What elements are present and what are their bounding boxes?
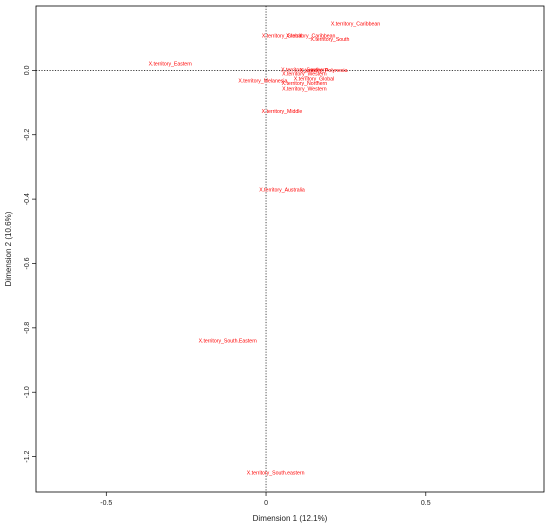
point-label: X.territory_Middle bbox=[262, 109, 303, 115]
x-axis: -0.5 0 0.5 bbox=[100, 492, 431, 507]
point-label: X.territory_Global bbox=[294, 76, 334, 82]
x-tick-label: -0.5 bbox=[100, 500, 112, 507]
point-label: X.territory_Global bbox=[262, 33, 302, 39]
point-label: X.territory_South.eastern bbox=[247, 471, 305, 477]
point-label: X.territory_South.Eastern bbox=[199, 339, 257, 345]
y-tick-label: -0.8 bbox=[24, 322, 31, 334]
y-tick-label: 0.0 bbox=[24, 65, 31, 75]
y-tick-label: -1.0 bbox=[24, 386, 31, 398]
point-labels: X.territory_CaribbeanX.territory_GlobalX… bbox=[149, 21, 381, 476]
point-label: X.territory_Australia bbox=[259, 187, 305, 193]
point-label: X.territory_Caribbean bbox=[331, 21, 380, 27]
x-tick-label: 0.5 bbox=[421, 500, 431, 507]
plot-frame bbox=[35, 5, 545, 493]
y-axis-title: Dimension 2 (10.6%) bbox=[4, 211, 13, 286]
point-label: X.territory_South bbox=[310, 37, 349, 43]
point-label: X.territory_Northern bbox=[282, 81, 328, 87]
y-tick-label: -0.6 bbox=[24, 257, 31, 269]
x-axis-title: Dimension 1 (12.1%) bbox=[253, 514, 328, 523]
point-label: X.territory_Western bbox=[282, 86, 327, 92]
point-label: X.territory_Melanesia bbox=[238, 78, 287, 84]
y-tick-label: -0.2 bbox=[24, 129, 31, 141]
y-axis: 0.0 -0.2 -0.4 -0.6 -0.8 -1.0 -1.2 bbox=[24, 65, 36, 463]
point-label: X.territory_Southern bbox=[281, 68, 328, 74]
point-label: X.territory_Caribbean bbox=[286, 34, 335, 40]
y-tick-label: -1.2 bbox=[24, 450, 31, 462]
point-label: X.territory_Eastern bbox=[149, 62, 192, 68]
point-label: X.territory_Polynesia bbox=[300, 68, 348, 74]
y-tick-label: -0.4 bbox=[24, 193, 31, 205]
x-tick-label: 0 bbox=[264, 500, 268, 507]
point-label: X.territory_Western bbox=[282, 71, 327, 77]
